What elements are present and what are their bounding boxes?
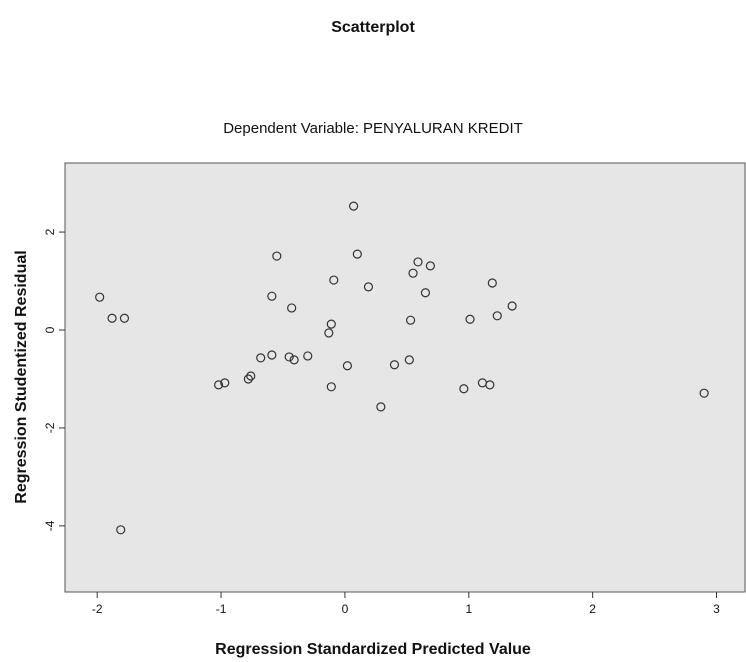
x-tick-label: 0 xyxy=(342,602,349,616)
point xyxy=(492,311,502,321)
point xyxy=(213,380,224,390)
point xyxy=(324,328,334,338)
point xyxy=(376,402,386,412)
point xyxy=(404,355,414,365)
point xyxy=(487,278,497,288)
chart-subtitle: Dependent Variable: PENYALURAN KREDIT xyxy=(223,120,523,137)
point xyxy=(116,525,126,535)
y-tick-label: 2 xyxy=(43,228,57,235)
point xyxy=(465,314,475,324)
x-axis-label: Regression Standardized Predicted Value xyxy=(215,641,531,658)
point xyxy=(287,303,297,313)
point xyxy=(420,288,431,298)
point xyxy=(303,351,313,361)
point xyxy=(507,301,517,311)
point xyxy=(267,291,277,301)
point xyxy=(459,384,469,394)
point xyxy=(425,261,435,271)
point xyxy=(326,382,336,392)
x-tick-label: -1 xyxy=(216,602,227,616)
point xyxy=(363,282,374,292)
point xyxy=(408,268,418,278)
point xyxy=(243,374,253,384)
point xyxy=(389,360,400,370)
x-tick-label: 3 xyxy=(713,602,720,616)
point xyxy=(405,315,416,325)
point xyxy=(272,251,282,261)
point xyxy=(119,313,130,323)
point xyxy=(348,201,359,211)
point xyxy=(246,371,256,381)
point xyxy=(107,313,117,323)
point xyxy=(485,380,495,390)
point xyxy=(220,378,230,388)
point xyxy=(326,319,336,329)
point xyxy=(413,257,423,267)
x-tick-label: 1 xyxy=(465,602,472,616)
x-tick-label: -2 xyxy=(92,602,103,616)
y-tick-label: -2 xyxy=(43,422,57,433)
y-axis-label: Regression Studentized Residual xyxy=(13,250,30,503)
point xyxy=(284,352,294,362)
y-tick-label: -4 xyxy=(43,520,57,531)
point xyxy=(329,275,339,285)
chart-title: Scatterplot xyxy=(331,19,415,36)
point xyxy=(352,249,362,259)
point xyxy=(342,361,353,371)
x-tick-label: 2 xyxy=(589,602,596,616)
point xyxy=(267,350,277,360)
plot-area xyxy=(64,162,746,593)
y-tick-label: 0 xyxy=(43,326,57,333)
point xyxy=(289,355,299,365)
point xyxy=(256,353,266,363)
point xyxy=(95,292,105,302)
point xyxy=(699,388,709,398)
